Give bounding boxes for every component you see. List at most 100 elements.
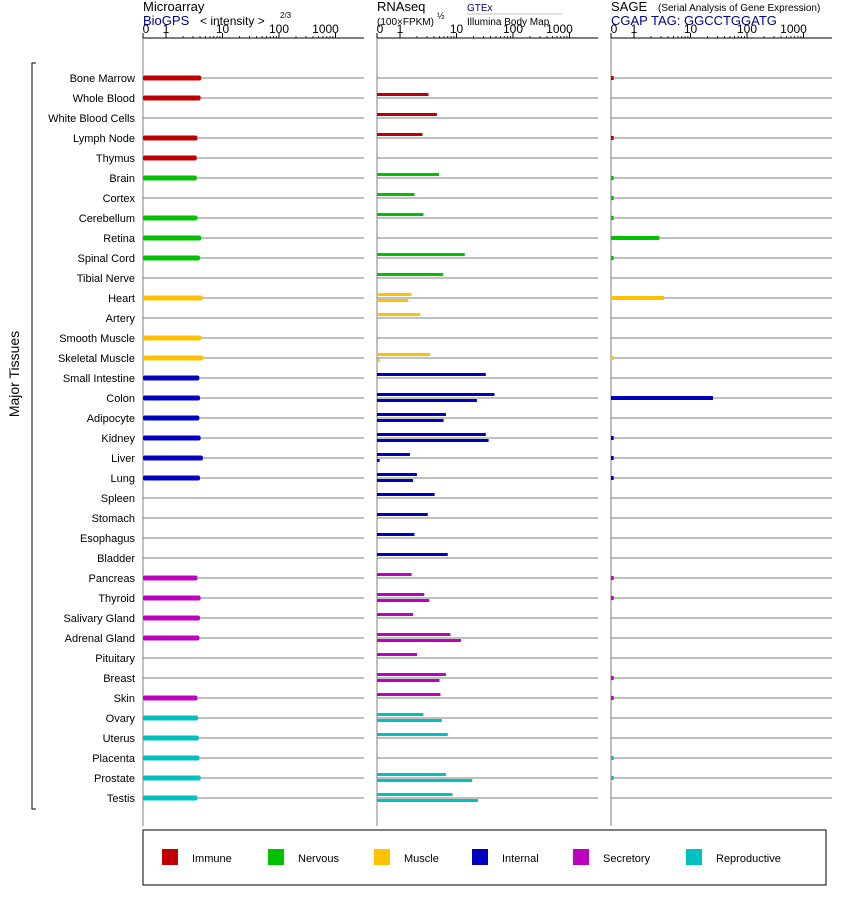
tissue-label: Stomach bbox=[92, 513, 135, 525]
rnaseq-bar bbox=[377, 459, 380, 462]
legend-label: Secretory bbox=[603, 853, 651, 865]
tissue-label: Spleen bbox=[101, 493, 135, 505]
rnaseq-bar bbox=[377, 93, 429, 96]
tissue-label: Lymph Node bbox=[73, 133, 135, 145]
microarray-bar bbox=[143, 715, 199, 721]
rnaseq-bar bbox=[377, 419, 444, 422]
sage-bar bbox=[611, 596, 614, 600]
rnaseq-bar bbox=[377, 413, 446, 416]
rnaseq-bar bbox=[377, 313, 421, 316]
tissue-label: Cerebellum bbox=[79, 213, 135, 225]
tissue-label: Uterus bbox=[103, 733, 136, 745]
rnaseq-bar bbox=[377, 373, 486, 376]
tissue-label: Whole Blood bbox=[73, 93, 135, 105]
microarray-bar bbox=[143, 255, 201, 261]
sage-note: (Serial Analysis of Gene Expression) bbox=[658, 3, 820, 14]
gtex-link[interactable]: GTEx bbox=[467, 3, 493, 14]
tissue-label: Breast bbox=[103, 673, 135, 685]
fpkm-exponent: ½ bbox=[437, 11, 445, 21]
x-tick-label: 0 bbox=[611, 22, 618, 36]
microarray-bar bbox=[143, 615, 201, 621]
tissue-label: Testis bbox=[107, 793, 136, 805]
microarray-bar bbox=[143, 95, 201, 101]
rnaseq-bar bbox=[377, 693, 441, 696]
rnaseq-bar bbox=[377, 453, 410, 456]
rnaseq-bar bbox=[377, 779, 473, 782]
microarray-bar bbox=[143, 455, 203, 461]
sage-bar bbox=[611, 136, 614, 140]
tissue-label: Artery bbox=[106, 313, 136, 325]
tissue-label: Salivary Gland bbox=[63, 613, 135, 625]
microarray-bar bbox=[143, 755, 200, 761]
legend-swatch bbox=[472, 849, 488, 865]
sage-bar bbox=[611, 176, 614, 180]
microarray-bar bbox=[143, 215, 198, 221]
x-tick-label: 10 bbox=[684, 22, 698, 36]
x-tick-label: 100 bbox=[269, 22, 289, 36]
microarray-header: Microarray BioGPS < intensity > 2/3 bbox=[143, 0, 292, 28]
sage-bar bbox=[611, 696, 614, 700]
sage-bar bbox=[611, 476, 614, 480]
legend-box bbox=[142, 829, 827, 886]
microarray-bar bbox=[143, 635, 200, 641]
microarray-bar bbox=[143, 335, 202, 341]
x-tick-label: 0 bbox=[377, 22, 384, 36]
tissue-label: Adipocyte bbox=[87, 413, 135, 425]
legend-label: Nervous bbox=[298, 853, 339, 865]
rnaseq-bar bbox=[377, 433, 486, 436]
legend-label: Immune bbox=[192, 853, 232, 865]
microarray-bar bbox=[143, 795, 198, 801]
rnaseq-bar bbox=[377, 733, 448, 736]
cgap-tag-link[interactable]: CGAP TAG: GGCCTGGATG bbox=[611, 13, 777, 28]
microarray-bar bbox=[143, 475, 201, 481]
legend: Immune Nervous Muscle Internal Secretory Repr… bbox=[162, 849, 781, 865]
microarray-bar bbox=[143, 135, 198, 141]
rnaseq-bar bbox=[377, 533, 415, 536]
rnaseq-bar bbox=[377, 479, 414, 482]
sage-bar bbox=[611, 296, 665, 300]
x-tick-label: 100 bbox=[503, 22, 523, 36]
rnaseq-bar bbox=[377, 713, 424, 716]
tissue-label: Tibial Nerve bbox=[77, 273, 135, 285]
rnaseq-bar bbox=[377, 353, 431, 356]
x-tick-label: 10 bbox=[216, 22, 230, 36]
rnaseq-bar bbox=[377, 639, 461, 642]
sage-bar bbox=[611, 216, 614, 220]
rnaseq-bar bbox=[377, 799, 478, 802]
rnaseq-bar bbox=[377, 719, 442, 722]
rnaseq-bar bbox=[377, 133, 423, 136]
microarray-bar bbox=[143, 775, 201, 781]
rnaseq-bar bbox=[377, 399, 477, 402]
sage-bar bbox=[611, 356, 614, 360]
legend-swatch bbox=[374, 849, 390, 865]
microarray-bar bbox=[143, 595, 201, 601]
rnaseq-bar bbox=[377, 253, 465, 256]
tissue-label: Small Intestine bbox=[63, 373, 135, 385]
biogps-link[interactable]: BioGPS bbox=[143, 13, 190, 28]
microarray-bar bbox=[143, 395, 201, 401]
microarray-bar bbox=[143, 75, 202, 81]
sage-bar bbox=[611, 456, 614, 460]
microarray-bar bbox=[143, 415, 200, 421]
tissue-label: Esophagus bbox=[80, 533, 136, 545]
tissue-rows: Bone Marrow Whole Blood White Blood Cells L… bbox=[48, 73, 832, 805]
rnaseq-bar bbox=[377, 359, 380, 362]
tissue-label: Heart bbox=[108, 293, 135, 305]
rnaseq-bar bbox=[377, 299, 409, 302]
microarray-bar bbox=[143, 575, 198, 581]
tissue-label: Skin bbox=[114, 693, 135, 705]
group-label: Major Tissues bbox=[6, 331, 22, 417]
expression-bars bbox=[143, 75, 713, 802]
microarray-bar bbox=[143, 175, 197, 181]
rnaseq-bar bbox=[377, 673, 446, 676]
tissue-label: Prostate bbox=[94, 773, 135, 785]
tissue-label: Thymus bbox=[96, 153, 136, 165]
microarray-bar bbox=[143, 155, 197, 161]
x-tick-label: 1000 bbox=[546, 22, 573, 36]
tissue-label: Smooth Muscle bbox=[59, 333, 135, 345]
microarray-bar bbox=[143, 355, 204, 361]
tissue-label: Pituitary bbox=[95, 653, 135, 665]
tissue-label: Placenta bbox=[92, 753, 136, 765]
x-tick-label: 1000 bbox=[780, 22, 807, 36]
tissue-label: Brain bbox=[109, 173, 135, 185]
